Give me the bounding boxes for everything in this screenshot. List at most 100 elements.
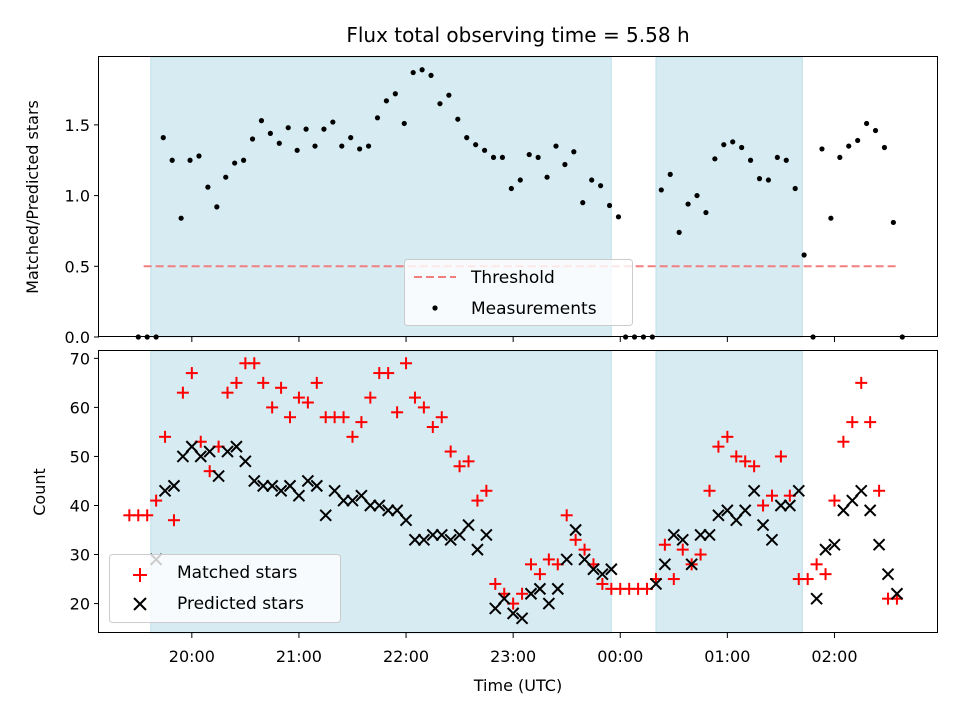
matched-star-point bbox=[846, 416, 859, 429]
legend-predicted-label: Predicted stars bbox=[177, 594, 304, 614]
measurement-point bbox=[160, 135, 166, 141]
measurement-point bbox=[747, 157, 754, 163]
matched-star-point bbox=[712, 440, 725, 453]
predicted-star-point bbox=[667, 528, 681, 542]
bottom-x-ticks: 20:00 21:00 22:00 23:00 00:00 01:00 02:00 bbox=[169, 633, 858, 666]
predicted-star-point bbox=[301, 474, 315, 488]
matched-star-point bbox=[444, 445, 457, 458]
bottom-y-axis-label: Count bbox=[30, 468, 49, 516]
measurement-point bbox=[676, 229, 682, 235]
measurement-point bbox=[774, 154, 780, 161]
matched-star-point bbox=[292, 391, 305, 404]
x-tick-label: 02:00 bbox=[811, 647, 857, 666]
predicted-star-point bbox=[524, 587, 538, 600]
measurement-point bbox=[294, 147, 300, 153]
y-tick-label: 60 bbox=[70, 398, 90, 417]
measurement-point bbox=[303, 126, 309, 132]
predicted-star-point bbox=[221, 445, 234, 458]
measurement-point bbox=[330, 119, 336, 125]
measurement-point bbox=[730, 139, 736, 145]
matched-star-point bbox=[703, 484, 716, 497]
matched-star-point bbox=[864, 416, 877, 429]
measurement-point bbox=[765, 177, 772, 183]
measurement-point bbox=[667, 171, 673, 177]
measurement-point bbox=[783, 157, 789, 163]
predicted-star-point bbox=[239, 455, 252, 468]
x-tick-label: 22:00 bbox=[383, 647, 429, 666]
predicted-star-point bbox=[542, 597, 556, 610]
measurement-point bbox=[383, 98, 390, 104]
measurement-point bbox=[437, 101, 443, 107]
measurement-point bbox=[837, 154, 843, 161]
measurement-point bbox=[712, 156, 718, 162]
measurement-point bbox=[571, 149, 577, 155]
matched-star-point bbox=[159, 430, 172, 443]
predicted-star-point bbox=[274, 484, 288, 497]
y-tick-label: 40 bbox=[70, 496, 90, 515]
matched-star-point bbox=[346, 430, 359, 443]
y-tick-label: 70 bbox=[70, 349, 90, 368]
measurement-points bbox=[135, 67, 905, 340]
predicted-star-point bbox=[756, 518, 770, 532]
matched-star-point bbox=[141, 509, 154, 522]
measurement-point bbox=[553, 143, 559, 149]
matched-star-point bbox=[337, 411, 350, 424]
measurement-point bbox=[872, 127, 879, 134]
measurement-point bbox=[205, 184, 211, 190]
matched-star-point bbox=[266, 401, 279, 414]
predicted-star-point bbox=[283, 479, 297, 493]
predicted-star-point bbox=[390, 504, 404, 517]
measurement-point bbox=[890, 219, 896, 226]
matched-star-point bbox=[275, 381, 288, 394]
measurement-point bbox=[801, 252, 807, 258]
predicted-star-point bbox=[399, 513, 413, 527]
measurement-point bbox=[499, 154, 506, 161]
measurement-point bbox=[410, 69, 416, 76]
predicted-star-point bbox=[435, 528, 448, 542]
count-points bbox=[123, 357, 904, 625]
y-tick-label: 20 bbox=[70, 595, 90, 614]
y-tick-label: 0.0 bbox=[65, 328, 90, 347]
matched-star-point bbox=[721, 430, 734, 443]
top-x-ticks bbox=[191, 337, 835, 342]
predicted-star-point bbox=[730, 513, 743, 527]
matched-star-point bbox=[542, 553, 555, 566]
predicted-star-point bbox=[819, 543, 832, 556]
predicted-star-point bbox=[890, 587, 904, 600]
top-y-ticks: 0.0 0.5 1.0 1.5 bbox=[65, 116, 99, 347]
legend-threshold-label: Threshold bbox=[470, 268, 555, 288]
predicted-star-point bbox=[480, 528, 493, 542]
predicted-star-point bbox=[310, 479, 323, 493]
measurement-point bbox=[598, 183, 604, 189]
chart-title: Flux total observing time = 5.58 h bbox=[346, 23, 689, 47]
matched-star-point bbox=[408, 391, 421, 404]
top-observing-windows bbox=[150, 56, 803, 338]
predicted-star-point bbox=[176, 450, 190, 463]
x-tick-label: 23:00 bbox=[490, 647, 536, 666]
predicted-star-point bbox=[578, 553, 591, 566]
measurement-point bbox=[490, 154, 497, 161]
predicted-star-point bbox=[453, 528, 466, 542]
matched-star-point bbox=[739, 455, 752, 468]
predicted-star-point bbox=[596, 567, 609, 581]
predicted-star-point bbox=[203, 445, 216, 458]
legend-matched-swatch bbox=[133, 568, 147, 582]
matched-star-point bbox=[284, 411, 297, 424]
measurement-point bbox=[232, 160, 238, 166]
predicted-star-point bbox=[685, 558, 698, 571]
measurement-point bbox=[312, 143, 318, 149]
measurement-point bbox=[223, 174, 229, 180]
measurement-point bbox=[455, 116, 461, 122]
matched-star-point bbox=[257, 376, 270, 389]
predicted-star-point bbox=[355, 489, 368, 502]
measurement-point bbox=[508, 185, 514, 192]
predicted-star-point bbox=[337, 494, 350, 507]
matched-star-point bbox=[801, 573, 814, 586]
measurement-point bbox=[792, 185, 798, 192]
measurement-point bbox=[285, 125, 291, 131]
predicted-star-point bbox=[381, 504, 395, 517]
observing-window-2 bbox=[655, 350, 803, 634]
matched-star-point bbox=[560, 509, 573, 522]
predicted-star-point bbox=[703, 528, 716, 542]
predicted-star-point bbox=[408, 533, 422, 547]
